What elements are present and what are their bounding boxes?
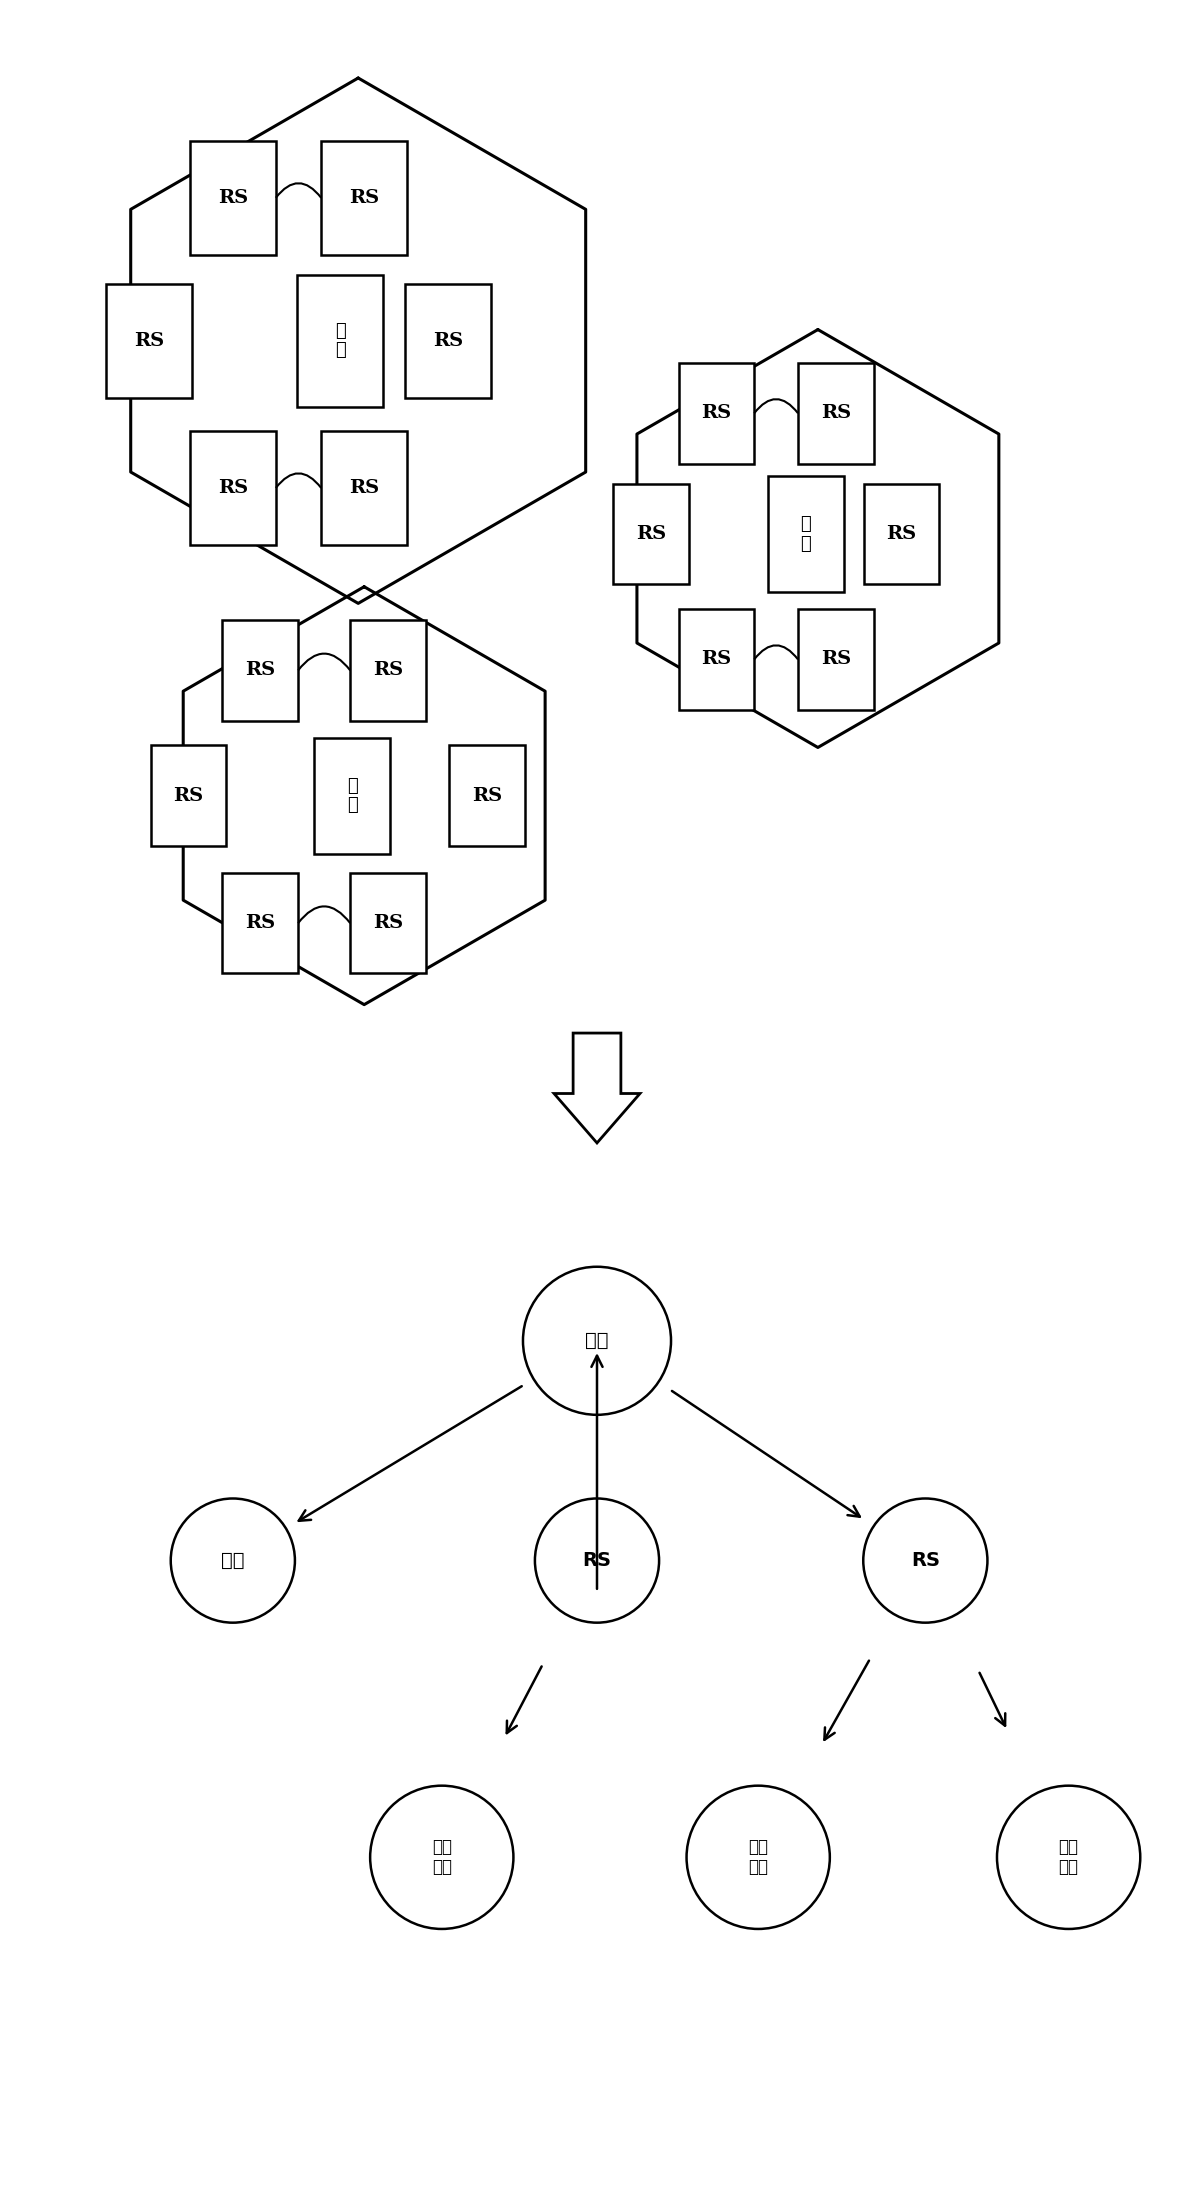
- Text: RS: RS: [820, 651, 851, 668]
- Text: RS: RS: [173, 787, 204, 804]
- Ellipse shape: [171, 1499, 295, 1622]
- Bar: [190, 141, 276, 255]
- Text: RS: RS: [820, 404, 851, 422]
- Bar: [222, 873, 298, 974]
- Ellipse shape: [863, 1499, 987, 1622]
- Bar: [321, 141, 407, 255]
- Text: 用户
设备: 用户 设备: [1059, 1838, 1078, 1877]
- Ellipse shape: [535, 1499, 659, 1622]
- Bar: [314, 739, 390, 853]
- Bar: [106, 284, 192, 398]
- Text: RS: RS: [245, 914, 276, 932]
- Ellipse shape: [687, 1785, 830, 1930]
- Text: RS: RS: [701, 651, 732, 668]
- Text: RS: RS: [701, 404, 732, 422]
- Bar: [798, 609, 874, 710]
- Bar: [449, 745, 525, 846]
- Text: RS: RS: [886, 525, 917, 543]
- Text: 基
站: 基 站: [346, 776, 358, 815]
- Bar: [150, 745, 227, 846]
- Bar: [678, 363, 755, 464]
- Bar: [678, 609, 755, 710]
- Bar: [613, 484, 689, 585]
- Text: RS: RS: [349, 189, 380, 207]
- Bar: [863, 484, 940, 585]
- Text: RS: RS: [134, 332, 165, 349]
- Bar: [190, 431, 276, 545]
- Text: 基
站: 基 站: [334, 321, 346, 360]
- Bar: [350, 620, 426, 721]
- Text: RS: RS: [583, 1552, 611, 1569]
- Ellipse shape: [997, 1785, 1140, 1930]
- Text: RS: RS: [911, 1552, 940, 1569]
- Text: RS: RS: [472, 787, 503, 804]
- Bar: [222, 620, 298, 721]
- Bar: [350, 873, 426, 974]
- Text: RS: RS: [373, 914, 404, 932]
- Text: RS: RS: [635, 525, 666, 543]
- Text: RS: RS: [432, 332, 463, 349]
- Text: RS: RS: [217, 479, 248, 497]
- Text: 用户
设备: 用户 设备: [432, 1838, 451, 1877]
- Bar: [405, 284, 491, 398]
- Polygon shape: [554, 1033, 640, 1143]
- Text: RS: RS: [217, 189, 248, 207]
- Bar: [798, 363, 874, 464]
- Text: RS: RS: [349, 479, 380, 497]
- Ellipse shape: [523, 1266, 671, 1416]
- Text: 用户
设备: 用户 设备: [749, 1838, 768, 1877]
- Bar: [321, 431, 407, 545]
- Text: RS: RS: [245, 662, 276, 679]
- Text: 用户: 用户: [221, 1552, 245, 1569]
- Text: 基站: 基站: [585, 1332, 609, 1350]
- Text: RS: RS: [373, 662, 404, 679]
- Bar: [297, 275, 383, 407]
- Ellipse shape: [370, 1785, 513, 1930]
- Bar: [768, 477, 844, 591]
- Text: 基
站: 基 站: [800, 514, 812, 554]
